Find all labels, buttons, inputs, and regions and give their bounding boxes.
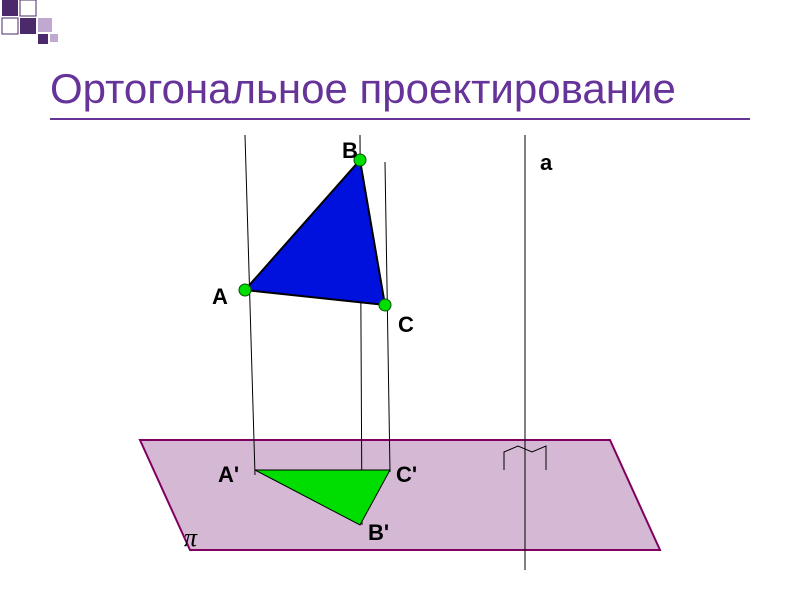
label-A: А — [212, 284, 228, 309]
source-triangle — [245, 160, 385, 305]
decoration-svg — [0, 0, 70, 60]
label-pi: π — [184, 523, 198, 552]
diagram-container: А В С А' В' С' a π — [100, 130, 700, 580]
projection-ray-0 — [245, 135, 255, 475]
vertex-dot-0 — [239, 284, 251, 296]
label-Bp: В' — [368, 520, 389, 545]
label-C: С — [398, 312, 414, 337]
title-underline — [50, 118, 750, 120]
projection-diagram: А В С А' В' С' a π — [100, 130, 700, 580]
label-Ap: А' — [218, 462, 239, 487]
corner-decoration — [0, 0, 70, 60]
page-title: Ортогональное проектирование — [50, 65, 676, 113]
label-Cp: С' — [396, 462, 417, 487]
projection-plane — [140, 440, 660, 550]
projection-ray-2 — [385, 162, 390, 472]
vertex-dot-2 — [379, 299, 391, 311]
label-a: a — [540, 150, 553, 175]
label-B: В — [342, 138, 358, 163]
